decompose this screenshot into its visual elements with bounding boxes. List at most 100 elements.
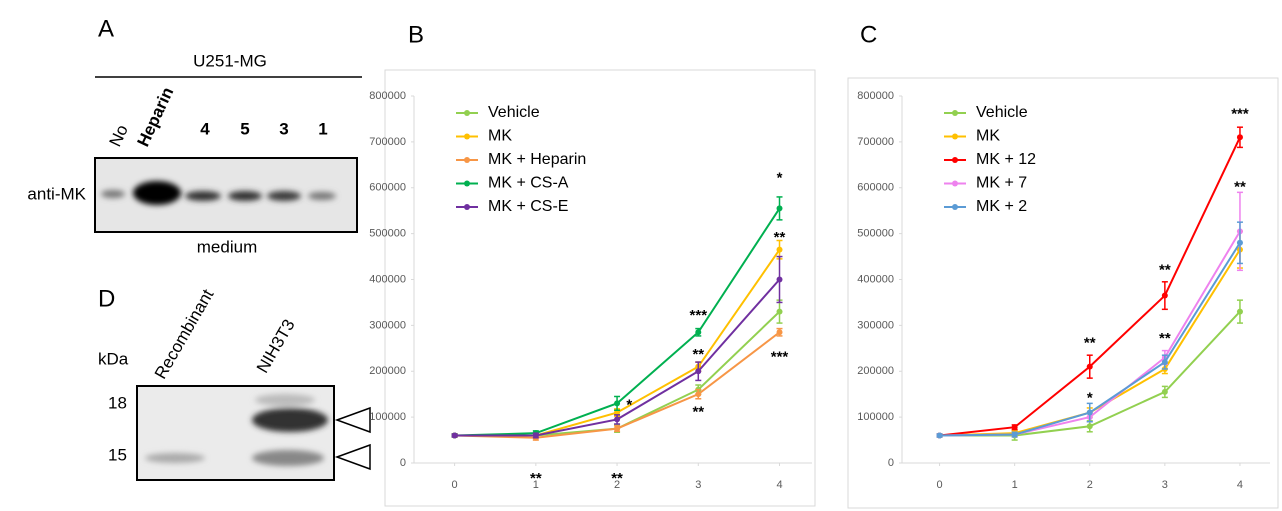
figure: A B C D U251-MG No Heparin 4 5 3 1 anti-…: [0, 0, 1282, 511]
significance: *: [777, 170, 783, 187]
significance: **: [1234, 179, 1246, 196]
cell-line: U251-MG: [193, 51, 267, 70]
legend-marker: [464, 134, 470, 140]
x-tick-label: 4: [1237, 479, 1243, 491]
significance: **: [692, 346, 704, 363]
data-point: [533, 432, 539, 438]
y-tick-label: 600000: [369, 182, 406, 194]
y-tick-label: 200000: [369, 365, 406, 377]
data-point: [695, 391, 701, 397]
y-tick-label: 400000: [369, 273, 406, 285]
significance: **: [692, 404, 704, 421]
data-point: [1162, 389, 1168, 395]
y-tick-label: 800000: [369, 90, 406, 102]
y-tick-label: 700000: [369, 136, 406, 148]
significance: ***: [690, 307, 708, 324]
legend-label: MK + Heparin: [488, 151, 586, 168]
legend-marker: [952, 110, 958, 116]
y-tick-label: 500000: [857, 228, 894, 240]
legend-marker: [952, 181, 958, 187]
x-tick-label: 1: [1012, 479, 1018, 491]
data-point: [695, 368, 701, 374]
lane-label: Recombinant: [151, 286, 218, 382]
chart-frame: [385, 70, 815, 506]
y-tick-label: 500000: [369, 228, 406, 240]
arrowhead: [337, 408, 370, 432]
y-tick-label: 100000: [369, 411, 406, 423]
significance: **: [611, 470, 623, 487]
y-tick-label: 400000: [857, 273, 894, 285]
data-point: [1012, 432, 1018, 438]
data-point: [777, 309, 783, 315]
y-tick-label: 0: [400, 457, 406, 469]
legend-label: MK + CS-A: [488, 175, 569, 192]
data-point: [1237, 309, 1243, 315]
data-point: [1237, 134, 1243, 140]
lane-label: 1: [318, 119, 327, 138]
x-tick-label: 0: [452, 479, 458, 491]
lane-label: 3: [279, 119, 288, 138]
legend-marker: [464, 157, 470, 163]
legend-label: MK: [976, 128, 1000, 145]
data-point: [614, 400, 620, 406]
y-tick-label: 0: [888, 457, 894, 469]
lane-label: 4: [200, 119, 210, 138]
data-point: [1087, 410, 1093, 416]
marker-label: 15: [108, 445, 127, 464]
y-tick-label: 200000: [857, 365, 894, 377]
x-tick-label: 3: [1162, 479, 1168, 491]
data-point: [1012, 424, 1018, 430]
lane-label: NIH3T3: [253, 316, 299, 376]
panel-letter: A: [98, 15, 114, 42]
data-point: [1162, 359, 1168, 365]
significance: **: [530, 470, 542, 487]
legend-marker: [952, 134, 958, 140]
data-point: [1087, 423, 1093, 429]
data-point: [452, 432, 458, 438]
legend-label: MK: [488, 128, 512, 145]
antibody-label: anti-MK: [27, 184, 86, 203]
y-tick-label: 700000: [857, 136, 894, 148]
data-point: [1087, 364, 1093, 370]
data-point: [1162, 293, 1168, 299]
significance: ***: [1231, 105, 1249, 122]
y-tick-label: 800000: [857, 90, 894, 102]
legend-marker: [952, 204, 958, 210]
legend-label: MK + 7: [976, 175, 1027, 192]
data-point: [695, 329, 701, 335]
y-tick-label: 300000: [369, 319, 406, 331]
x-tick-label: 3: [695, 479, 701, 491]
data-point: [937, 432, 943, 438]
significance: **: [1159, 330, 1171, 347]
data-point: [614, 426, 620, 432]
lane-label: No: [105, 122, 131, 150]
legend-label: MK + 12: [976, 151, 1036, 168]
significance: **: [774, 229, 786, 246]
significance: *: [626, 397, 632, 414]
data-point: [1237, 240, 1243, 246]
y-tick-label: 100000: [857, 411, 894, 423]
x-tick-label: 4: [776, 479, 782, 491]
x-tick-label: 2: [1087, 479, 1093, 491]
arrowhead: [337, 445, 370, 469]
panel-letter: D: [98, 285, 115, 312]
data-point: [614, 416, 620, 422]
legend-label: Vehicle: [488, 104, 540, 121]
legend-marker: [464, 181, 470, 187]
data-point: [777, 277, 783, 283]
legend-marker: [952, 157, 958, 163]
significance: **: [1084, 335, 1096, 352]
significance: ***: [771, 348, 789, 365]
panel-letter: C: [860, 21, 877, 48]
panel-letter: B: [408, 21, 424, 48]
lane-label: 5: [240, 119, 249, 138]
y-tick-label: 300000: [857, 319, 894, 331]
unit-label: kDa: [98, 349, 129, 368]
legend-label: Vehicle: [976, 104, 1028, 121]
data-point: [777, 329, 783, 335]
legend-label: MK + CS-E: [488, 198, 568, 215]
legend-marker: [464, 204, 470, 210]
legend-label: MK + 2: [976, 198, 1027, 215]
legend-marker: [464, 110, 470, 116]
y-tick-label: 600000: [857, 182, 894, 194]
